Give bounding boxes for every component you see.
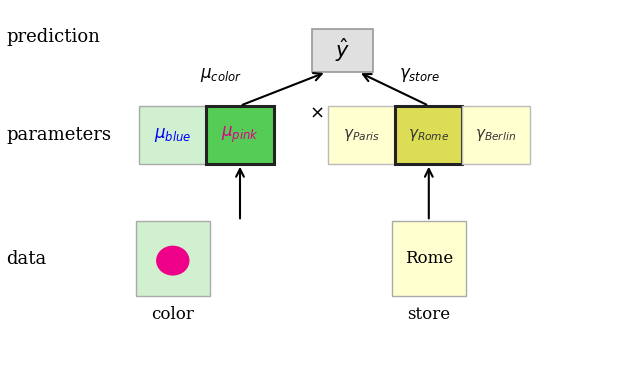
- Text: prediction: prediction: [6, 28, 100, 46]
- FancyBboxPatch shape: [396, 106, 463, 164]
- Text: $\hat{y}$: $\hat{y}$: [335, 37, 350, 64]
- Text: store: store: [407, 306, 451, 322]
- Text: $\times$: $\times$: [310, 104, 324, 122]
- Text: data: data: [6, 250, 47, 268]
- FancyBboxPatch shape: [312, 29, 372, 72]
- FancyBboxPatch shape: [140, 106, 206, 164]
- Text: $\gamma_{Rome}$: $\gamma_{Rome}$: [408, 127, 449, 143]
- Text: parameters: parameters: [6, 126, 111, 144]
- FancyBboxPatch shape: [463, 106, 530, 164]
- FancyBboxPatch shape: [392, 221, 466, 296]
- FancyBboxPatch shape: [328, 106, 395, 164]
- Text: $\gamma_{Berlin}$: $\gamma_{Berlin}$: [476, 127, 516, 143]
- Text: $\mu_{blue}$: $\mu_{blue}$: [154, 126, 191, 144]
- Text: $\mu_{color}$: $\mu_{color}$: [200, 66, 242, 84]
- Text: $\mu_{pink}$: $\mu_{pink}$: [221, 125, 259, 145]
- FancyBboxPatch shape: [136, 221, 210, 296]
- Text: color: color: [152, 306, 194, 322]
- Ellipse shape: [157, 246, 189, 275]
- Text: $\gamma_{store}$: $\gamma_{store}$: [399, 66, 440, 84]
- Text: $\gamma_{Paris}$: $\gamma_{Paris}$: [343, 127, 380, 143]
- Text: Rome: Rome: [404, 250, 453, 267]
- FancyBboxPatch shape: [206, 106, 274, 164]
